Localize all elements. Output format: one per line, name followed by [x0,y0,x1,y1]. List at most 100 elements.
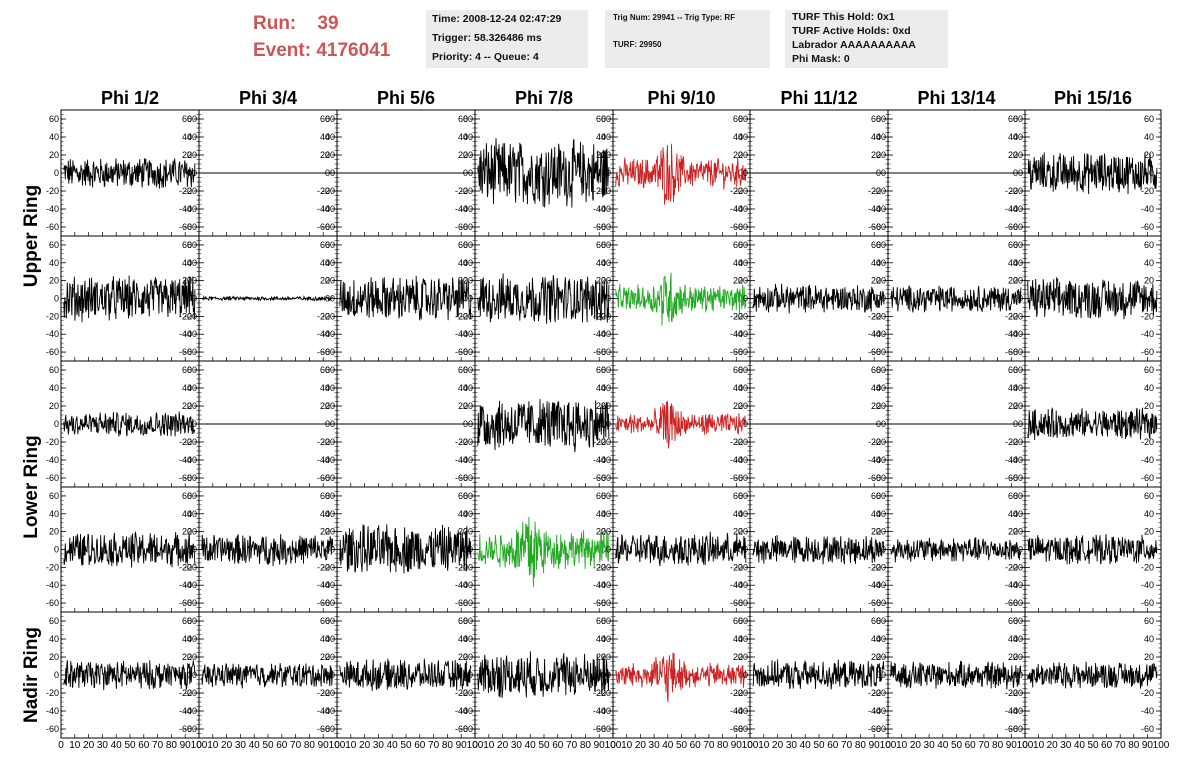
y-tick-label: -20 [46,311,59,321]
y-tick-label: -20 [179,186,192,196]
y-tick-label: 40 [182,634,192,644]
y-tick-label: 0 [1018,294,1023,304]
y-tick-label: 60 [601,491,611,501]
y-tick-label: -60 [317,724,330,734]
y-tick-label: 20 [1144,150,1154,160]
y-tick-label: -40 [593,706,606,716]
y-tick-label: 60 [325,240,335,250]
y-tick-label: -40 [460,706,473,716]
waveform-trace [201,534,334,567]
y-tick-label: 60 [871,616,881,626]
y-tick-label: -40 [730,204,743,214]
y-tick-label: 20 [601,150,611,160]
column-header: Phi 11/12 [780,88,857,108]
y-tick-label: -40 [1141,706,1154,716]
y-tick-label: 40 [49,258,59,268]
y-tick-label: -20 [455,186,468,196]
y-tick-label: -40 [1005,580,1018,590]
y-tick-label: 20 [320,150,330,160]
y-tick-label: 40 [596,132,606,142]
y-tick-label: 60 [596,114,606,124]
y-tick-label: -20 [317,688,330,698]
y-tick-label: 60 [182,114,192,124]
y-tick-label: 60 [182,491,192,501]
y-tick-label: 60 [733,365,743,375]
y-tick-label: -40 [455,706,468,716]
y-tick-label: 0 [881,670,886,680]
y-tick-label: -40 [735,329,748,339]
x-tick-label: 0 [1022,740,1028,751]
y-tick-label: 20 [601,652,611,662]
x-tick-label: 50 [813,740,825,751]
x-tick-label: 60 [276,740,288,751]
y-tick-label: 0 [54,294,59,304]
y-tick-label: 60 [738,240,748,250]
x-tick-label: 40 [111,740,123,751]
y-tick-label: -40 [1010,455,1023,465]
waveform-trace [752,659,885,690]
y-tick-label: -40 [598,329,611,339]
y-tick-label: 0 [876,670,881,680]
x-tick-label: 20 [221,740,233,751]
y-tick-label: 40 [601,383,611,393]
y-tick-label: 40 [601,509,611,519]
y-tick-label: -40 [868,204,881,214]
y-tick-label: -40 [460,204,473,214]
y-tick-label: 60 [49,616,59,626]
y-tick-label: 20 [325,401,335,411]
y-tick-label: -20 [317,186,330,196]
y-tick-label: 60 [871,491,881,501]
y-tick-label: -60 [735,473,748,483]
y-tick-label: 60 [738,114,748,124]
y-tick-label: -20 [46,688,59,698]
y-tick-label: 60 [1144,114,1154,124]
y-tick-label: -40 [593,455,606,465]
y-tick-label: 20 [601,276,611,286]
y-tick-label: -60 [179,347,192,357]
waveform-trace [339,275,472,321]
y-tick-label: 0 [601,545,606,555]
y-tick-label: 60 [1144,365,1154,375]
run-event-header: Run: 39 Event: 4176041 [253,10,390,64]
y-tick-label: -20 [1010,311,1023,321]
y-tick-label: 20 [596,652,606,662]
trigger-info-box: Trig Num: 29941 -- Trig Type: RF TURF: 2… [605,10,770,68]
y-tick-label: -60 [1141,598,1154,608]
y-tick-label: 20 [49,652,59,662]
turf-num-text: TURF: 29950 [613,40,662,49]
x-tick-label: 100 [1153,740,1170,751]
event-row: Event: 4176041 [253,37,390,64]
y-tick-label: -40 [1010,580,1023,590]
x-tick-label: 30 [924,740,936,751]
waveform-trace [201,294,334,302]
y-tick-label: 20 [733,401,743,411]
y-tick-label: -20 [873,688,886,698]
waveform-trace [1027,406,1158,441]
y-tick-label: 0 [468,294,473,304]
y-tick-label: -20 [735,562,748,572]
y-tick-label: -60 [730,598,743,608]
x-tick-label: 60 [1101,740,1113,751]
y-tick-label: 20 [596,276,606,286]
y-tick-label: 40 [876,509,886,519]
x-tick-label: 90 [180,740,192,751]
y-tick-label: -40 [873,455,886,465]
x-tick-label: 40 [387,740,399,751]
y-tick-label: 20 [1144,652,1154,662]
y-tick-label: 20 [325,276,335,286]
y-tick-label: -20 [868,437,881,447]
y-tick-label: 60 [1144,491,1154,501]
y-tick-label: -40 [184,204,197,214]
y-tick-label: 40 [1008,258,1018,268]
x-tick-label: 50 [400,740,412,751]
y-tick-label: 40 [871,383,881,393]
y-tick-label: 40 [463,509,473,519]
y-tick-label: 0 [468,545,473,555]
x-tick-label: 100 [742,740,759,751]
y-tick-label: -60 [455,724,468,734]
y-tick-label: -40 [593,580,606,590]
y-tick-label: -20 [873,437,886,447]
y-tick-label: -40 [598,580,611,590]
y-tick-label: 20 [1013,652,1023,662]
y-tick-label: 20 [876,652,886,662]
